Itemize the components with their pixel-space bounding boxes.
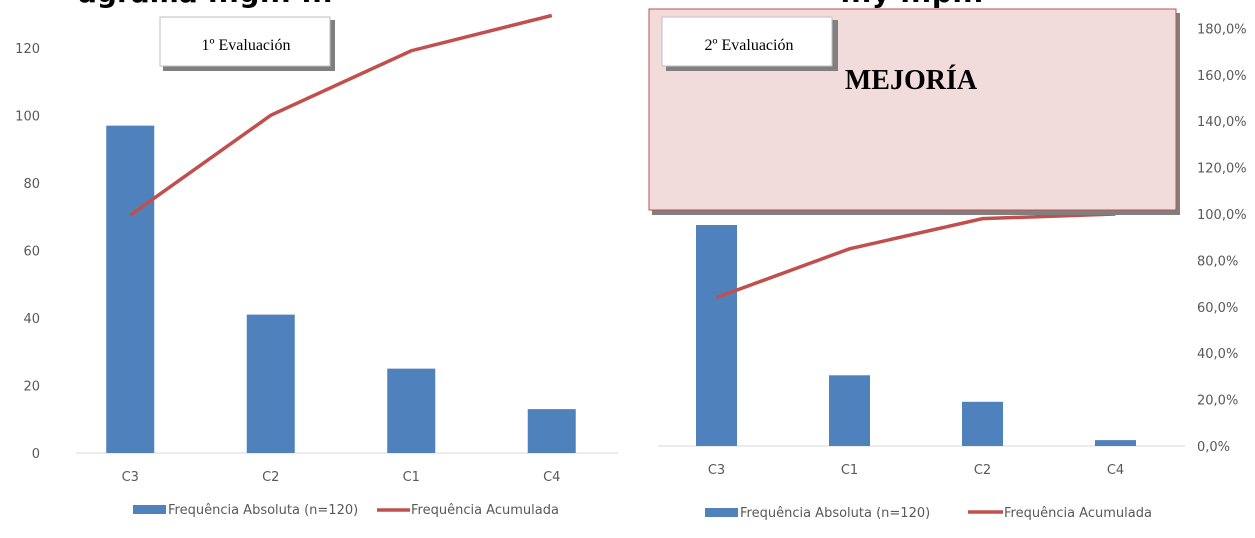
y2-tick-label-1: 20,0%: [1197, 394, 1238, 409]
bar-series-absolute: [696, 225, 1136, 446]
bar-C2: [246, 314, 295, 453]
y-tick-label-0: 0: [32, 447, 40, 462]
legend-swatch-bar: [133, 505, 166, 514]
chart-second-evaluation: 0,0% 20,0% 40,0% 60,0% 80,0% 100,0% 120,0% 140,…: [648, 8, 1247, 521]
bar-C3: [106, 125, 155, 453]
line-series-cumulative: [129, 13, 553, 217]
bar-C1: [829, 375, 870, 446]
right-y-axis-ticks: 0,0% 20,0% 40,0% 60,0% 80,0% 100,0% 120,0% 140,…: [1197, 22, 1247, 455]
x-axis-ticks: C3 C2 C1 C4: [122, 470, 561, 485]
legend-label-line: Frequência Acumulada: [411, 503, 559, 518]
legend-label-bar: Frequência Absoluta (n=120): [740, 506, 930, 521]
label-box: [159, 16, 331, 67]
label-second-evaluation: 2º Evaluación: [705, 37, 794, 54]
annotation-first-evaluation: 1º Evaluación: [159, 16, 335, 71]
legend: Frequência Absoluta (n=120) Frequência A…: [133, 503, 559, 518]
y-tick-label-40: 40: [23, 312, 40, 327]
legend-swatch-bar: [705, 508, 738, 517]
y2-tick-label-9: 180,0%: [1197, 22, 1247, 37]
x-tick-label-C4: C4: [543, 470, 560, 485]
y-tick-label-100: 100: [15, 110, 40, 125]
y2-tick-label-5: 100,0%: [1197, 208, 1247, 223]
y2-tick-label-8: 160,0%: [1197, 69, 1247, 84]
legend-label-bar: Frequência Absoluta (n=120): [168, 503, 358, 518]
y2-tick-label-4: 80,0%: [1197, 254, 1238, 269]
y2-tick-label-0: 0,0%: [1197, 440, 1230, 455]
x-tick-label-C3: C3: [122, 470, 139, 485]
x-tick-label-C2: C2: [262, 470, 279, 485]
chart-first-evaluation: 0 20 40 60 80 100 120 C3 C2 C1 C4 Frequência Abso…: [15, 13, 618, 518]
legend-label-line: Frequência Acumulada: [1004, 506, 1152, 521]
line-series-cumulative: [715, 212, 1116, 300]
improvement-label: MEJORÍA: [845, 65, 978, 96]
y-tick-label-20: 20: [23, 380, 40, 395]
annotation-second-evaluation: 2º Evaluación: [661, 16, 838, 71]
y2-tick-label-6: 120,0%: [1197, 162, 1247, 177]
y2-tick-label-7: 140,0%: [1197, 115, 1247, 130]
x-tick-label-C2: C2: [974, 463, 991, 478]
y2-tick-label-2: 40,0%: [1197, 347, 1238, 362]
bar-C2: [962, 401, 1003, 446]
x-tick-label-C4: C4: [1107, 463, 1124, 478]
bar-C1: [387, 368, 436, 453]
x-tick-label-C3: C3: [708, 463, 725, 478]
y-tick-label-120: 120: [15, 42, 40, 57]
improvement-panel: MEJORÍA: [648, 8, 1180, 215]
bar-series-absolute: [106, 125, 576, 453]
left-y-axis-ticks: 0 20 40 60 80 100 120: [15, 42, 40, 462]
label-first-evaluation: 1º Evaluación: [202, 37, 291, 54]
x-axis-ticks: C3 C1 C2 C4: [708, 463, 1124, 478]
x-tick-label-C1: C1: [841, 463, 858, 478]
x-tick-label-C1: C1: [403, 470, 420, 485]
bar-C4: [1095, 440, 1136, 446]
y-tick-label-60: 60: [23, 245, 40, 260]
y2-tick-label-3: 60,0%: [1197, 301, 1238, 316]
page-title-left: agrama ...g... ...: [78, 0, 333, 9]
bar-C4: [527, 409, 576, 453]
bar-C3: [696, 225, 737, 446]
page-title-right: ...y ...p...: [840, 0, 984, 9]
legend: Frequência Absoluta (n=120) Frequência A…: [705, 506, 1152, 521]
y-tick-label-80: 80: [23, 177, 40, 192]
label-box: [661, 16, 833, 67]
